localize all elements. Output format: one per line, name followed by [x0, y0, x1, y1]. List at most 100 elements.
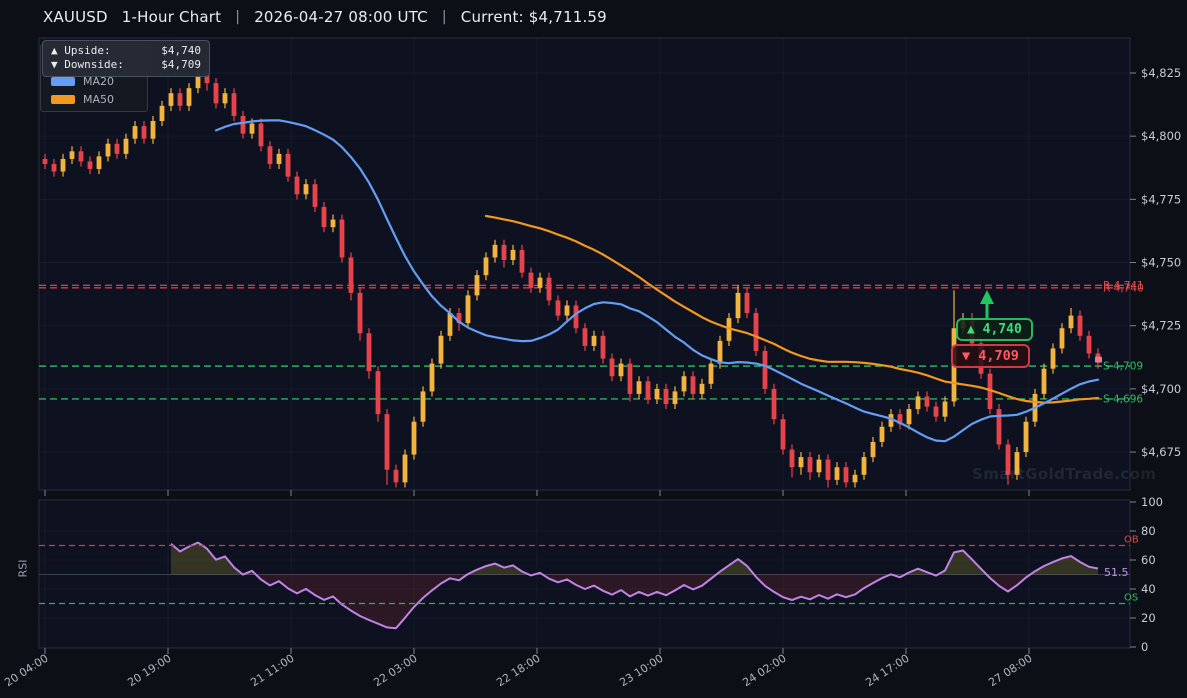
candle-body: [933, 406, 939, 417]
candle-body: [672, 391, 678, 405]
candle-body: [483, 257, 489, 276]
legend-row-ma50[interactable]: MA50: [51, 93, 137, 106]
candle-body: [429, 363, 435, 392]
time-tick-label: 21 11:00: [248, 652, 296, 690]
candle-body: [69, 151, 75, 159]
candle-body: [681, 376, 687, 392]
candle-body: [105, 143, 111, 157]
candle-body: [150, 121, 156, 139]
main-panel: [38, 37, 1131, 491]
time-tick-label: 20 04:00: [2, 652, 50, 690]
time-tick-label: 24 17:00: [863, 652, 911, 690]
candle-body: [591, 335, 597, 346]
candle-body: [888, 414, 894, 427]
time-tick-label: 22 18:00: [494, 652, 542, 690]
legend-row-ma20[interactable]: MA20: [51, 75, 137, 88]
candle-body: [339, 219, 345, 258]
time-tick-label: 20 19:00: [125, 652, 173, 690]
candle-body: [762, 350, 768, 389]
candles-group: [42, 60, 1101, 488]
ma50-line: [484, 214, 1100, 404]
candle-body: [915, 396, 921, 410]
candle-body: [555, 300, 561, 316]
candle-body: [1068, 315, 1074, 329]
resistance-label: R 4,741: [1103, 280, 1144, 292]
rsi-axis-title: RSI: [16, 559, 30, 578]
candle-body: [717, 340, 723, 364]
price-tick-label: $4,725: [1141, 319, 1181, 333]
downside-label: ▼ Downside:: [51, 58, 124, 71]
candle-body: [312, 184, 318, 207]
price-tick-label: $4,825: [1141, 66, 1181, 80]
candle-body: [753, 313, 759, 351]
candle-body: [285, 153, 291, 177]
candle-body: [447, 313, 453, 336]
candle-body: [645, 381, 651, 399]
candle-body: [735, 292, 741, 319]
ma20-label: MA20: [83, 75, 115, 88]
candle-body: [537, 277, 543, 288]
candle-body: [96, 156, 102, 170]
candle-body: [87, 161, 93, 170]
candle-body: [798, 457, 804, 468]
rsi-line: [170, 541, 1099, 630]
candle-body: [942, 401, 948, 417]
candle-body: [807, 457, 813, 473]
candle-body: [213, 83, 219, 104]
candle-body: [114, 143, 120, 154]
candle-body: [177, 93, 183, 106]
rsi-tick-label: 80: [1141, 524, 1156, 538]
ma50-label: MA50: [83, 93, 115, 106]
candle-body: [780, 419, 786, 450]
timestamp-label: 2026-04-27 08:00 UTC: [254, 8, 428, 26]
candle-body: [159, 105, 165, 122]
candle-body: [699, 383, 705, 394]
candle-body: [438, 335, 444, 364]
candle-body: [393, 469, 399, 483]
candle-body: [294, 176, 300, 195]
candle-body: [1095, 353, 1101, 360]
candle-body: [249, 123, 255, 134]
candle-body: [609, 358, 615, 377]
ma50-swatch: [51, 95, 75, 104]
rsi-tick-label: 100: [1141, 495, 1163, 509]
candle-body: [60, 158, 66, 172]
candle-body: [618, 363, 624, 377]
price-tick-label: $4,750: [1141, 256, 1181, 270]
candle-body: [519, 249, 525, 273]
candle-body: [492, 244, 498, 258]
candle-body: [411, 421, 417, 455]
upside-label: ▲ Upside:: [51, 44, 111, 57]
candle-body: [384, 414, 390, 470]
candle-body: [771, 388, 777, 420]
time-tick-label: 23 10:00: [617, 652, 665, 690]
candle-body: [1086, 335, 1092, 354]
candle-body: [852, 474, 858, 483]
rsi-tick-label: 20: [1141, 611, 1156, 625]
candle-body: [1014, 452, 1020, 475]
price-tick-label: $4,700: [1141, 382, 1181, 396]
candle-body: [1050, 348, 1056, 369]
title-separator: |: [441, 9, 447, 25]
candle-body: [843, 467, 849, 483]
overbought-label: OB: [1124, 535, 1139, 546]
candle-body: [123, 138, 129, 154]
candle-body: [690, 376, 696, 394]
candle-body: [267, 146, 273, 164]
candle-body: [708, 363, 714, 384]
candle-body: [1041, 368, 1047, 394]
candle-body: [222, 93, 228, 104]
upside-target-badge[interactable]: ▲ 4,740: [956, 318, 1033, 341]
candle-body: [330, 219, 336, 228]
ma20-swatch: [51, 77, 75, 86]
price-tick-label: $4,675: [1141, 445, 1181, 459]
target-arrow-head: [980, 290, 994, 304]
levels-tooltip: ▲ Upside: $4,740 ▼ Downside: $4,709: [42, 40, 210, 77]
upside-row: ▲ Upside: $4,740: [51, 44, 201, 58]
rsi-tick-label: 0: [1141, 640, 1148, 654]
candle-body: [582, 328, 588, 346]
downside-target-badge[interactable]: ▼ 4,709: [951, 344, 1030, 368]
candle-body: [501, 244, 507, 260]
candle-body: [627, 363, 633, 394]
